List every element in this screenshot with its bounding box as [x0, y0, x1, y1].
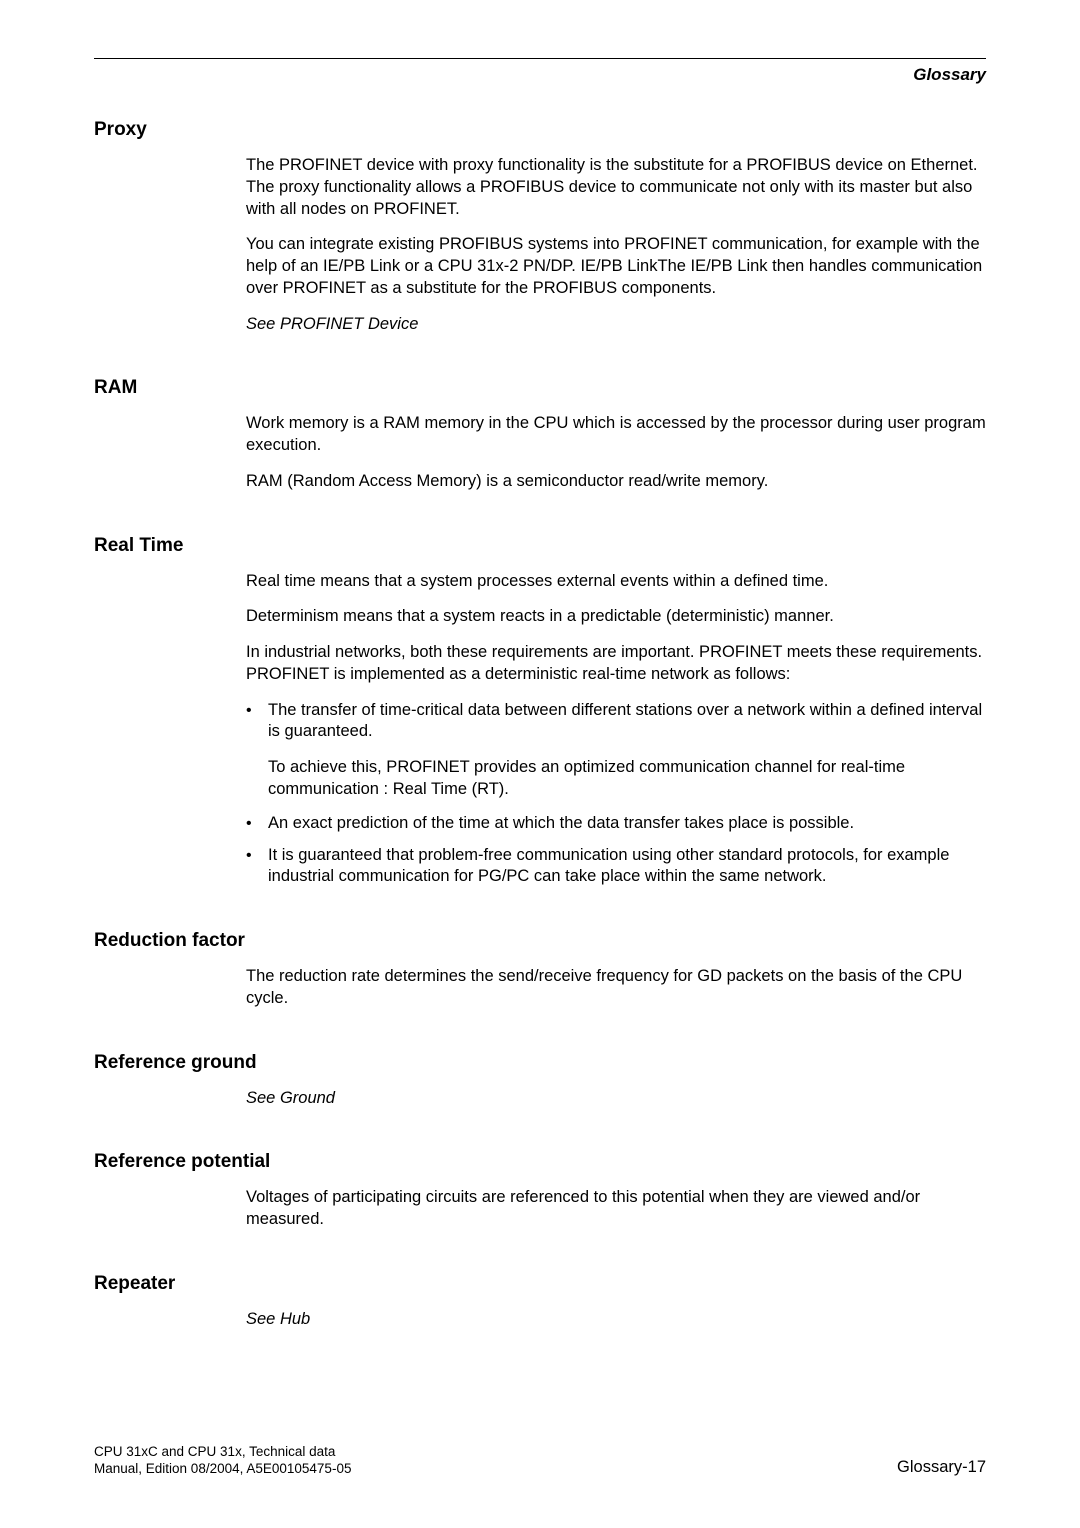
realtime-bullet-3: It is guaranteed that problem-free commu…: [246, 845, 986, 889]
realtime-bullet-1-sub: To achieve this, PROFINET provides an op…: [268, 757, 986, 801]
reduction-paragraph-1: The reduction rate determines the send/r…: [246, 966, 986, 1010]
section-title-refground: Reference ground: [94, 1052, 986, 1074]
page-container: Glossary Proxy The PROFINET device with …: [0, 0, 1080, 1528]
refground-see: See Ground: [246, 1088, 986, 1110]
realtime-paragraph-2: Determinism means that a system reacts i…: [246, 606, 986, 628]
repeater-see: See Hub: [246, 1309, 986, 1331]
footer-left: CPU 31xC and CPU 31x, Technical data Man…: [94, 1443, 351, 1478]
ram-paragraph-2: RAM (Random Access Memory) is a semicond…: [246, 471, 986, 493]
realtime-paragraph-3: In industrial networks, both these requi…: [246, 642, 986, 686]
section-title-refpotential: Reference potential: [94, 1151, 986, 1173]
realtime-bullet-2: An exact prediction of the time at which…: [246, 813, 986, 835]
realtime-paragraph-1: Real time means that a system processes …: [246, 571, 986, 593]
section-title-proxy: Proxy: [94, 119, 986, 141]
page-footer: CPU 31xC and CPU 31x, Technical data Man…: [94, 1443, 986, 1478]
footer-line-1: CPU 31xC and CPU 31x, Technical data: [94, 1443, 351, 1461]
section-title-ram: RAM: [94, 377, 986, 399]
realtime-bullet-list: The transfer of time-critical data betwe…: [246, 700, 986, 744]
ram-paragraph-1: Work memory is a RAM memory in the CPU w…: [246, 413, 986, 457]
section-title-realtime: Real Time: [94, 535, 986, 557]
header-rule: [94, 58, 986, 59]
refpotential-paragraph-1: Voltages of participating circuits are r…: [246, 1187, 986, 1231]
footer-page-number: Glossary-17: [897, 1457, 986, 1478]
running-header: Glossary: [94, 65, 986, 85]
realtime-bullet-list-2: An exact prediction of the time at which…: [246, 813, 986, 888]
section-title-repeater: Repeater: [94, 1273, 986, 1295]
realtime-bullet-1: The transfer of time-critical data betwe…: [246, 700, 986, 744]
proxy-paragraph-2: You can integrate existing PROFIBUS syst…: [246, 234, 986, 299]
proxy-see-also: See PROFINET Device: [246, 314, 986, 336]
footer-line-2: Manual, Edition 08/2004, A5E00105475-05: [94, 1460, 351, 1478]
proxy-paragraph-1: The PROFINET device with proxy functiona…: [246, 155, 986, 220]
section-title-reduction: Reduction factor: [94, 930, 986, 952]
